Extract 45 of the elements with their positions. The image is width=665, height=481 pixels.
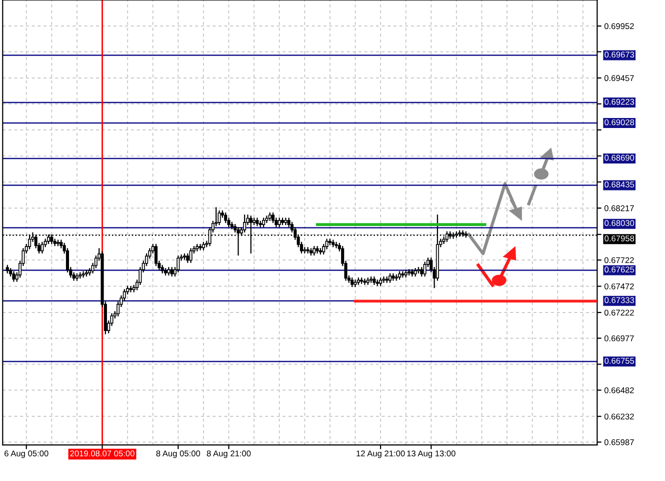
- x-tick-label: 8 Aug 05:00: [156, 450, 200, 458]
- ref-line-label: 0.68435: [604, 182, 634, 188]
- y-tick-label: 0.68217: [604, 205, 634, 212]
- ref-line-label: 0.69223: [604, 98, 634, 105]
- candlestick: [154, 244, 158, 266]
- candlestick: [176, 255, 180, 272]
- y-tick-label: 0.67722: [604, 257, 634, 264]
- candlestick: [243, 214, 246, 232]
- y-tick-label: 0.67222: [604, 310, 634, 316]
- y-tick-label: 0.67472: [604, 283, 634, 290]
- candlestick: [354, 280, 357, 288]
- candlestick: [334, 242, 338, 248]
- y-tick-label: 0.69457: [604, 75, 634, 82]
- candlestick: [452, 232, 455, 239]
- ref-line-label: 0.69673: [604, 52, 634, 58]
- candlestick: [12, 271, 16, 282]
- ref-line-label: 0.68030: [604, 220, 634, 226]
- candlestick: [198, 244, 202, 250]
- y-tick-label: 0.69952: [604, 23, 634, 30]
- ref-line-label: 0.69028: [604, 119, 634, 126]
- ref-line-label: 0.67958: [604, 235, 634, 242]
- candlestick: [40, 242, 44, 254]
- ref-line-label: 0.67625: [604, 266, 634, 272]
- x-tick-label: 12 Aug 21:00: [356, 450, 405, 458]
- x-tick-label: 2019.08.07 05:00: [70, 450, 134, 456]
- candlestick: [218, 210, 221, 226]
- candlestick: [382, 276, 386, 283]
- candlestick: [82, 271, 85, 278]
- ref-line-label: 0.67333: [604, 297, 634, 304]
- ref-line-label: 0.66755: [604, 358, 634, 364]
- y-tick-label: 0.65987: [604, 439, 634, 446]
- candlestick: [129, 286, 132, 292]
- y-tick-label: 0.66232: [604, 414, 634, 420]
- x-tick-label: 8 Aug 21:00: [206, 450, 251, 458]
- ref-line-label: 0.68690: [604, 154, 634, 161]
- y-tick-label: 0.66482: [604, 387, 634, 394]
- candlestick: [224, 212, 228, 224]
- candlestick: [363, 278, 366, 285]
- candlestick: [423, 262, 426, 277]
- y-tick-label: 0.66977: [604, 335, 634, 342]
- x-tick-label: 6 Aug 05:00: [4, 450, 48, 458]
- x-tick-label: 13 Aug 13:00: [407, 450, 456, 458]
- candlestick: [265, 216, 268, 224]
- candlestick: [189, 248, 192, 263]
- candlestick: [272, 212, 275, 224]
